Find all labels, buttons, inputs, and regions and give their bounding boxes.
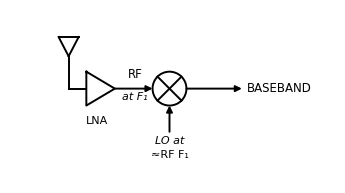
Text: LO at: LO at xyxy=(155,136,184,146)
Text: BASEBAND: BASEBAND xyxy=(247,82,312,95)
Text: at F₁: at F₁ xyxy=(122,92,148,102)
Text: RF: RF xyxy=(127,68,142,81)
Text: ≈RF F₁: ≈RF F₁ xyxy=(150,150,188,160)
Text: LNA: LNA xyxy=(86,116,108,126)
